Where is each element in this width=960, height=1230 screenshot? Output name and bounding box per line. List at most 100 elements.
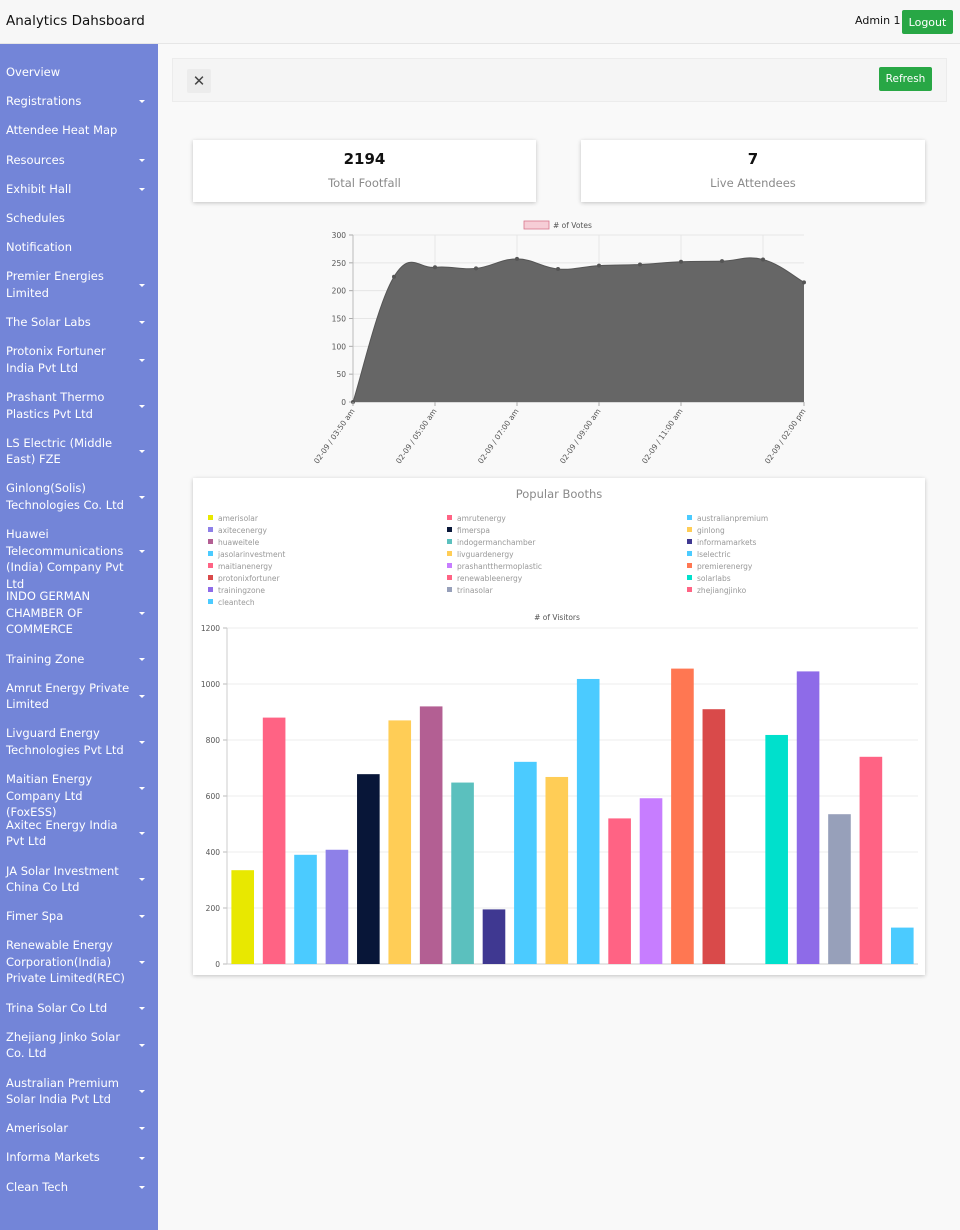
chevron-down-icon[interactable] [139,450,145,454]
chevron-down-icon[interactable] [139,188,145,192]
bar-jasolarinvestment[interactable] [514,761,537,964]
sidebar-item-clean-tech[interactable]: Clean Tech [6,1179,69,1194]
sidebar-item-maitian-energy-company-ltd-foxess[interactable]: Maitian Energy Company Ltd (FoxESS) [6,772,93,820]
bar-indogermanchamber[interactable] [451,782,474,964]
sidebar-item-premier-energies-limited[interactable]: Premier Energies Limited [6,269,104,300]
chevron-down-icon[interactable] [139,695,145,699]
chevron-down-icon[interactable] [139,321,145,325]
bar-maitianenergy[interactable] [608,818,631,964]
chevron-down-icon[interactable] [139,100,145,104]
bar-amrutenergy[interactable] [262,717,286,964]
bar-amerisolar[interactable] [231,870,255,964]
legend-item-prashantthermoplastic[interactable]: prashantthermoplastic [447,562,542,571]
bar-ginlong[interactable] [388,720,412,964]
chevron-down-icon[interactable] [139,1090,145,1093]
bar-axitecenergy[interactable] [325,849,349,964]
bar-trainingzone[interactable] [796,671,820,964]
sidebar-item-informa-markets[interactable]: Informa Markets [6,1150,100,1165]
legend-item-trainingzone[interactable]: trainingzone [208,586,265,595]
legend-item-ginlong[interactable]: ginlong [687,526,725,535]
sidebar-item-livguard-energy-technologies-pvt-ltd[interactable]: Livguard Energy Technologies Pvt Ltd [6,726,124,757]
sidebar-item-the-solar-labs[interactable]: The Solar Labs [6,315,91,330]
legend-item-jasolarinvestment[interactable]: jasolarinvestment [208,550,285,559]
sidebar-item-schedules[interactable]: Schedules [6,211,65,225]
bar-livguardenergy[interactable] [545,776,569,964]
bar-solarlabs[interactable] [765,734,788,964]
sidebar-item-attendee-heat-map[interactable]: Attendee Heat Map [6,123,118,138]
legend-item-amrutenergy[interactable]: amrutenergy [447,514,506,523]
sidebar-item-amerisolar[interactable]: Amerisolar [6,1121,69,1136]
sidebar-item-exhibit-hall[interactable]: Exhibit Hall [6,181,72,196]
bar-fimerspa[interactable] [357,774,380,964]
chevron-down-icon[interactable] [139,961,145,965]
sidebar-item-fimer-spa[interactable]: Fimer Spa [6,909,64,924]
legend-item-cleantech[interactable]: cleantech [208,598,255,607]
legend-item-informamarkets[interactable]: informamarkets [687,538,756,547]
chevron-down-icon[interactable] [139,740,145,744]
chevron-down-icon[interactable] [139,158,145,162]
sidebar-item-prashant-thermo-plastics-pvt-ltd[interactable]: Prashant Thermo Plastics Pvt Ltd [6,390,105,421]
legend-item-solarlabs[interactable]: solarlabs [687,574,731,583]
legend-item-trinasolar[interactable]: trinasolar [447,586,493,595]
sidebar-item-ginlong-solis-technologies-co-ltd[interactable]: Ginlong(Solis) Technologies Co. Ltd [6,481,124,512]
chevron-down-icon[interactable] [139,878,145,881]
chevron-down-icon[interactable] [139,358,145,362]
bar-cleantech[interactable] [890,927,914,964]
legend-item-amerisolar[interactable]: amerisolar [208,514,258,523]
sidebar-item-resources[interactable]: Resources [6,152,65,167]
sidebar-item-protonix-fortuner-india-pvt-ltd[interactable]: Protonix Fortuner India Pvt Ltd [6,344,106,375]
bar-informamarkets[interactable] [482,909,506,964]
legend-item-livguardenergy[interactable]: livguardenergy [447,550,514,559]
chevron-down-icon[interactable] [139,1006,145,1010]
chevron-down-icon[interactable] [139,657,145,661]
legend-item-zhejiangjinko[interactable]: zhejiangjinko [687,586,746,595]
legend-item-australianpremium[interactable]: australianpremium [687,514,768,523]
chevron-down-icon[interactable] [139,1185,145,1189]
bar-zhejiangjinko[interactable] [859,756,883,964]
bar-prashantthermoplastic[interactable] [639,798,663,964]
chevron-down-icon[interactable] [139,1127,145,1131]
bar-huaweitele[interactable] [419,706,443,964]
sidebar-item-ja-solar-investment-china-co-ltd[interactable]: JA Solar Investment China Co Ltd [6,863,119,895]
legend-item-renewableenergy[interactable]: renewableenergy [447,574,522,583]
chevron-down-icon[interactable] [139,832,145,836]
sidebar-item-notification[interactable]: Notification [6,240,72,255]
legend-item-indogermanchamber[interactable]: indogermanchamber [447,538,535,547]
chevron-down-icon[interactable] [139,786,145,790]
user-name[interactable]: Admin 1 [855,14,901,27]
sidebar-item-huawei-telecommunications-india-company-pvt-ltd[interactable]: Huawei Telecommunications (India) Compan… [6,527,124,591]
chevron-down-icon[interactable] [139,612,145,616]
legend-item-lselectric[interactable]: lselectric [687,550,731,559]
chevron-down-icon[interactable] [139,549,145,553]
chevron-down-icon[interactable] [139,495,145,499]
chevron-down-icon[interactable] [139,283,145,287]
logout-button[interactable]: Logout [902,10,953,34]
sidebar-item-trina-solar-co-ltd[interactable]: Trina Solar Co Ltd [6,1000,108,1015]
sidebar-item-training-zone[interactable]: Training Zone [6,651,85,666]
sidebar-item-ls-electric-middle-east-fze[interactable]: LS Electric (Middle East) FZE [6,435,113,467]
sidebar-item-registrations[interactable]: Registrations [6,94,82,109]
sidebar-item-renewable-energy-corporation-india-private-limited-rec[interactable]: Renewable Energy Corporation(India) Priv… [6,938,125,986]
sidebar-item-indo-german-chamber-of-commerce[interactable]: INDO GERMAN CHAMBER OF COMMERCE [6,589,91,637]
legend-item-maitianenergy[interactable]: maitianenergy [208,562,273,571]
chevron-down-icon[interactable] [139,404,145,408]
close-icon[interactable]: ✕ [187,69,211,93]
legend-item-huaweitele[interactable]: huaweitele [208,538,259,547]
bar-protonixfortuner[interactable] [702,709,726,964]
bar-australianpremium[interactable] [294,854,317,964]
sidebar-item-amrut-energy-private-limited[interactable]: Amrut Energy Private Limited [6,680,130,712]
legend-item-protonixfortuner[interactable]: protonixfortuner [208,574,280,583]
sidebar-item-australian-premium-solar-india-pvt-ltd[interactable]: Australian Premium Solar India Pvt Ltd [6,1075,119,1107]
bar-trinasolar[interactable] [828,814,851,964]
chevron-down-icon[interactable] [139,915,145,919]
legend-item-premierenergy[interactable]: premierenergy [687,562,752,571]
sidebar-item-axitec-energy-india-pvt-ltd[interactable]: Axitec Energy India Pvt Ltd [6,817,118,849]
sidebar-item-zhejiang-jinko-solar-co-ltd[interactable]: Zhejiang Jinko Solar Co. Ltd [6,1029,121,1061]
refresh-button[interactable]: Refresh [879,67,932,91]
legend-item-axitecenergy[interactable]: axitecenergy [208,526,267,535]
chevron-down-icon[interactable] [139,1156,145,1160]
bar-premierenergy[interactable] [671,668,694,964]
chevron-down-icon[interactable] [139,1044,145,1048]
legend-item-fimerspa[interactable]: fimerspa [447,526,490,535]
bar-lselectric[interactable] [576,678,600,964]
